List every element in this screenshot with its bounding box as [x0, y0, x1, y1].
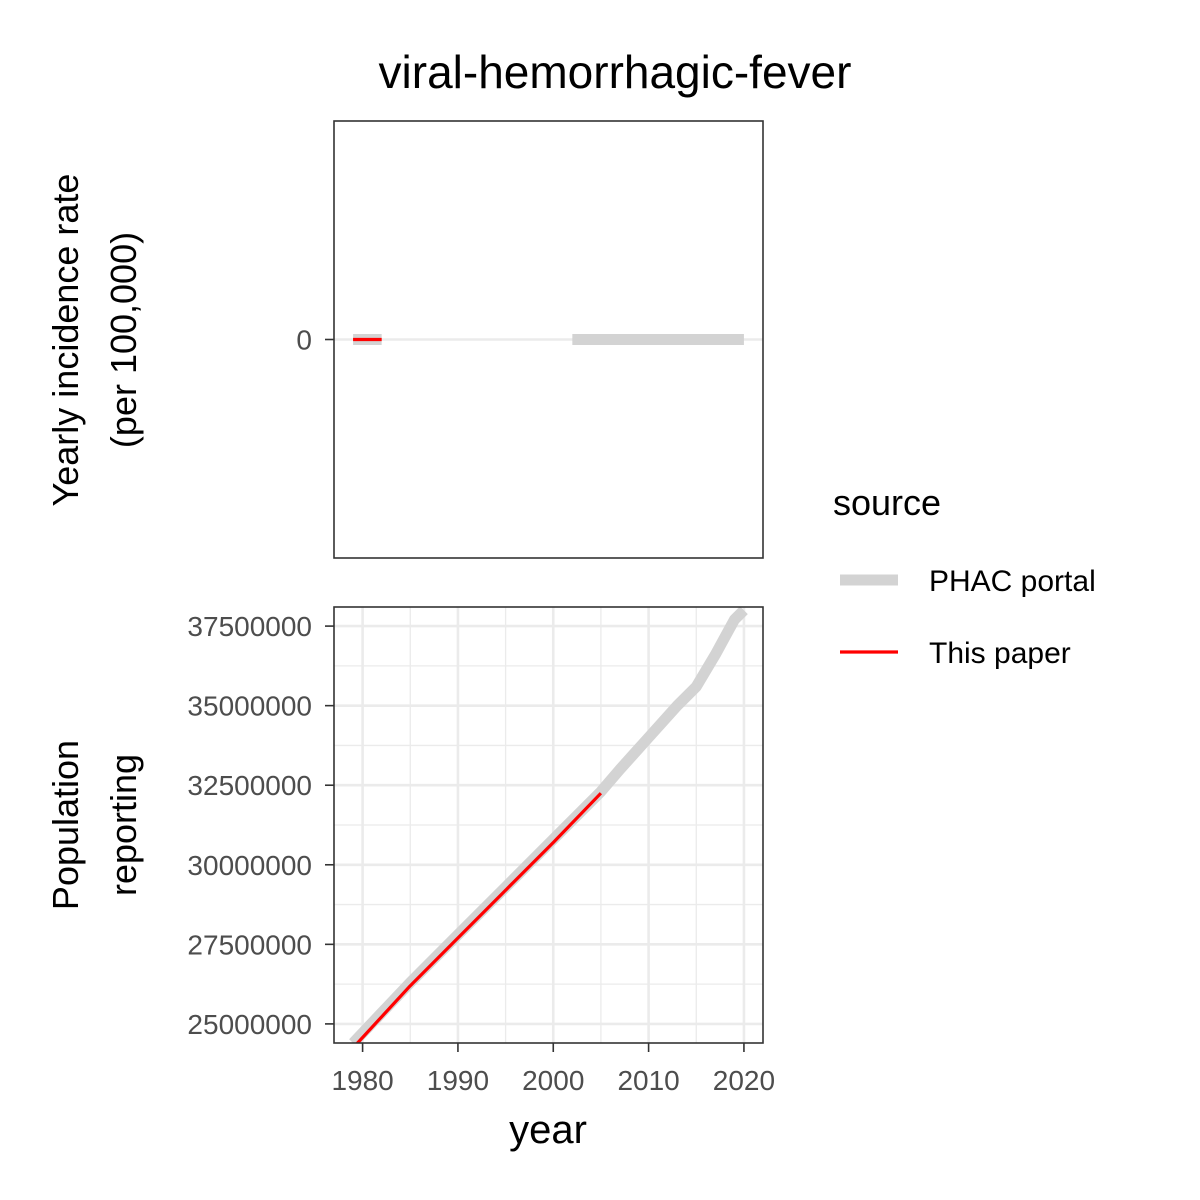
- panel-population: 25000000 27500000 30000000 32500000 35000000…: [45, 606, 775, 1152]
- legend-label-this-paper: This paper: [929, 637, 1071, 670]
- legend: source PHAC portal This paper: [833, 482, 1096, 670]
- bottom-y-tick-label: 32500000: [187, 770, 312, 801]
- legend-title: source: [833, 482, 941, 523]
- chart-title: viral-hemorrhagic-fever: [379, 46, 852, 98]
- x-tick-label: 2010: [617, 1065, 679, 1096]
- top-ylabel-line1: Yearly incidence rate: [45, 174, 86, 507]
- bottom-y-tick-label: 25000000: [187, 1009, 312, 1040]
- top-ylabel-line2: (per 100,000): [103, 232, 144, 448]
- panel-incidence-rate: 0 Yearly incidence rate (per 100,000): [45, 120, 764, 559]
- x-tick-label: 1990: [427, 1065, 489, 1096]
- bottom-ylabel-line1: Population: [45, 740, 86, 910]
- bottom-ylabel-line2: reporting: [103, 754, 144, 896]
- bottom-y-tick-label: 27500000: [187, 929, 312, 960]
- panel-bottom-border: [333, 606, 764, 1044]
- bottom-y-tick-label: 37500000: [187, 611, 312, 642]
- x-tick-label: 2000: [522, 1065, 584, 1096]
- x-tick-label: 1980: [331, 1065, 393, 1096]
- x-tick-label: 2020: [713, 1065, 775, 1096]
- bottom-y-tick-label: 30000000: [187, 850, 312, 881]
- bottom-y-tick-label: 35000000: [187, 691, 312, 722]
- top-y-tick-label: 0: [296, 325, 312, 356]
- bottom-series-phac-portal-line: [349, 607, 748, 1043]
- legend-label-phac-portal: PHAC portal: [929, 565, 1096, 598]
- x-axis-label: year: [509, 1108, 587, 1152]
- bottom-series-this-paper-line: [355, 792, 603, 1043]
